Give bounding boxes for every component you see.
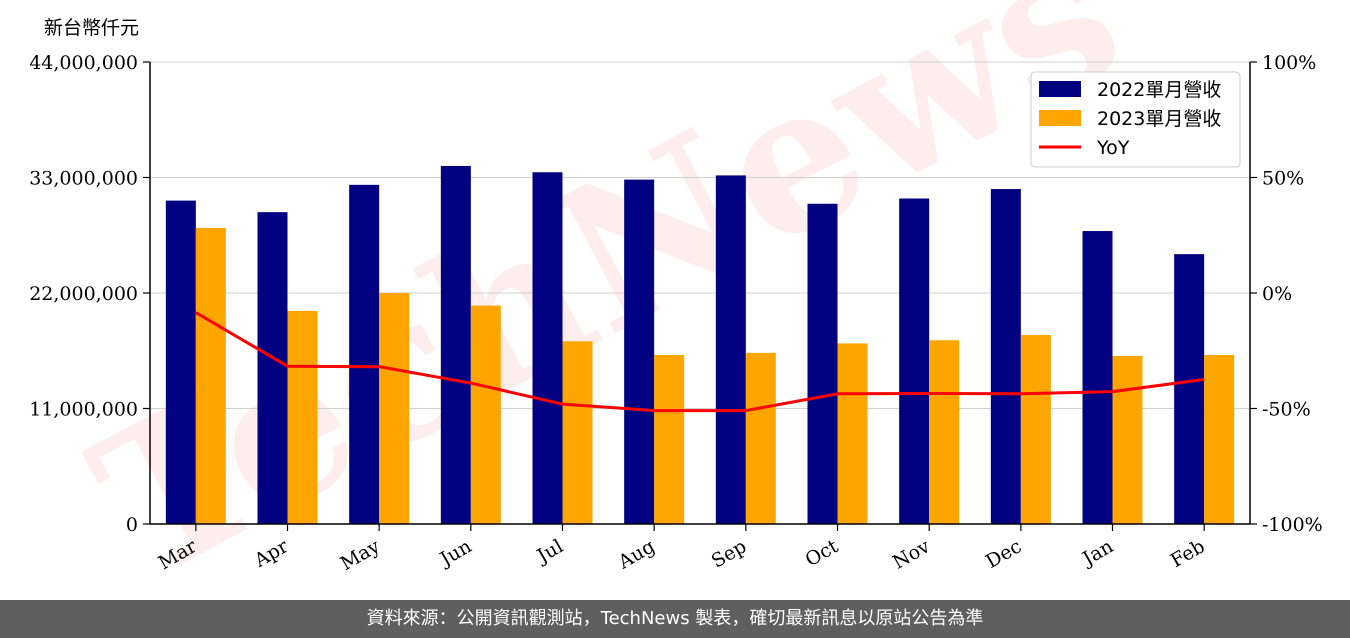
bar-2023-jun — [470, 305, 501, 524]
bar-2022-dec — [990, 189, 1021, 525]
bar-2022-jul — [532, 172, 563, 524]
bar-2023-dec — [1020, 335, 1051, 524]
x-tick-label-jul: Jul — [532, 535, 567, 568]
bar-2023-jan — [1112, 356, 1143, 524]
bar-2022-apr — [257, 212, 288, 524]
bar-2022-jan — [1082, 231, 1113, 525]
bar-2023-sep — [745, 352, 776, 524]
footer-source-text: 資料來源：公開資訊觀測站，TechNews 製表，確切最新訊息以原站公告為準 — [366, 608, 984, 629]
bar-2023-jul — [562, 341, 593, 524]
right-tick-label: 100% — [1262, 52, 1316, 74]
bar-2023-apr — [287, 310, 318, 524]
bar-2023-mar — [195, 227, 226, 524]
bar-2022-nov — [899, 198, 930, 524]
bar-2022-may — [349, 184, 380, 524]
bar-2022-mar — [165, 200, 196, 524]
left-tick-label: 33,000,000 — [29, 168, 138, 190]
x-tick-label-sep: Sep — [708, 535, 751, 572]
y-axis-unit-label: 新台幣仟元 — [44, 17, 139, 39]
left-tick-label: 11,000,000 — [29, 399, 138, 421]
legend-entry-2022-label: 2022單月營收 — [1097, 79, 1221, 101]
x-tick-label-dec: Dec — [982, 535, 1025, 573]
bar-2023-may — [379, 293, 410, 524]
bar-2022-oct — [807, 203, 838, 524]
bar-2023-nov — [929, 340, 960, 524]
x-tick-label-nov: Nov — [889, 535, 934, 574]
bar-2022-aug — [624, 179, 655, 524]
legend-entry-2023-label: 2023單月營收 — [1097, 108, 1221, 130]
legend-entry-2022-swatch — [1039, 81, 1081, 97]
x-tick-label-aug: Aug — [614, 535, 659, 574]
right-tick-label: 50% — [1262, 168, 1304, 190]
right-tick-label: 0% — [1262, 283, 1292, 305]
yoy-line — [195, 311, 1205, 413]
left-tick-label: 22,000,000 — [29, 283, 138, 305]
source-footer: 資料來源：公開資訊觀測站，TechNews 製表，確切最新訊息以原站公告為準 — [0, 600, 1350, 638]
x-tick-label-oct: Oct — [802, 535, 843, 571]
left-tick-label: 44,000,000 — [29, 52, 138, 74]
revenue-chart: TechNews 新台幣仟元 0 11,000,000 22,000,000 33,0… — [29, 0, 1323, 624]
bar-2023-aug — [654, 354, 685, 524]
bar-2023-oct — [837, 343, 868, 524]
x-tick-label-may: May — [337, 535, 384, 575]
left-tick-label: 0 — [126, 514, 138, 536]
bar-2022-sep — [715, 175, 746, 524]
legend: 2022單月營收 2023單月營收 YoY — [1030, 71, 1241, 168]
bar-2022-feb — [1174, 254, 1205, 524]
legend-entry-yoy-label: YoY — [1096, 137, 1130, 159]
x-tick-label-feb: Feb — [1167, 535, 1209, 572]
chart-svg: TechNews 新台幣仟元 011,000,00022,000,00033,0… — [29, 0, 1323, 624]
x-tick-label-jun: Jun — [435, 535, 476, 571]
legend-entry-2023-swatch — [1039, 110, 1081, 126]
x-tick-label-jan: Jan — [1077, 535, 1117, 571]
legend-box — [1030, 71, 1241, 168]
bar-2023-feb — [1204, 354, 1235, 524]
bar-2022-jun — [440, 165, 471, 524]
right-tick-label: -50% — [1262, 399, 1311, 421]
right-tick-label: -100% — [1262, 514, 1323, 536]
